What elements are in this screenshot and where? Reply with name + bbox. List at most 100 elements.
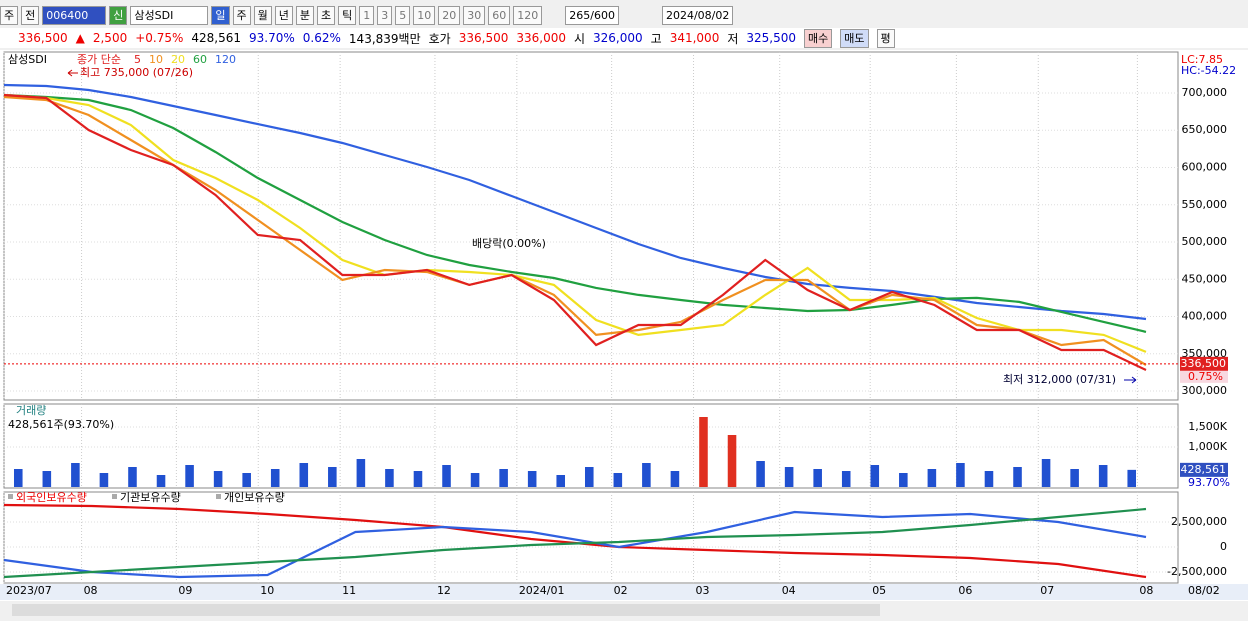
info-item: 428,561 [191,31,242,45]
volume-bar [328,467,337,487]
tab[interactable]: 월 [253,5,272,25]
badge[interactable]: 신 [109,5,128,25]
volume-bar [899,473,908,487]
series-line [3,93,1147,333]
tab[interactable]: 년 [274,5,293,25]
legend-entry: 20 [171,53,185,66]
period[interactable]: 10 [413,5,436,25]
trade-button[interactable]: 매수 [804,28,833,48]
y-tick-label: 600,000 [1182,161,1228,174]
tab[interactable]: 틱 [338,5,357,25]
period[interactable]: 30 [463,5,486,25]
volume-bar [1127,469,1137,487]
series-line [3,93,1147,371]
volume-bar [270,469,280,487]
tab[interactable]: 초 [317,5,336,25]
name-input[interactable]: 삼성SDI [130,5,209,25]
info-item: 저 [727,31,739,46]
volume-bar [1013,467,1022,487]
x-tick-label: 2024/01 [519,584,565,597]
volume-bar [13,469,23,487]
y-tick-label: 400,000 [1182,310,1228,323]
volume-bar [841,471,851,487]
tab[interactable]: 분 [295,5,314,25]
legend-entry: 개인보유수량 [224,491,285,504]
count[interactable]: 265/600 [565,5,619,25]
x-tick-label: 08 [84,584,98,597]
x-tick-label: 07 [1040,584,1054,597]
volume-bar [185,465,194,487]
volume-bar [556,475,566,487]
trade-button[interactable]: 매도 [840,28,869,48]
last-price-label: 336,500 [1181,357,1227,370]
period[interactable]: 20 [438,5,461,25]
legend-swatch [8,494,13,499]
volume-bar [356,459,366,487]
info-item: 326,000 [593,31,643,45]
volume-bar [727,435,737,487]
info-item: 호가 [428,31,451,46]
volume-bar [242,473,251,487]
volume-bar [413,471,423,487]
legend-prefix: 종가 단순 [77,53,121,66]
x-tick-label: 08 [1139,584,1153,597]
info-item: ▲ [75,31,85,45]
legend-entry: 5 [134,53,141,66]
info-item: 93.70% [249,31,295,45]
volume-bar [1098,465,1108,487]
info-item: +0.75% [135,31,184,45]
legend-entry: 60 [193,53,207,66]
period[interactable]: 3 [377,5,393,25]
x-tick-label: 12 [437,584,451,597]
y-tick-label: 500,000 [1182,235,1228,248]
trade-button[interactable]: 평 [876,28,895,48]
button[interactable]: 주 [0,5,19,25]
volume-bar [99,473,109,487]
last-volume-box [1180,462,1228,477]
volume-bar [71,463,80,487]
volume-bar [156,475,166,487]
legend-entry: 120 [215,53,236,66]
y-tick-label: 450,000 [1182,272,1228,285]
volume-bar [42,471,52,487]
toolbar: 주 전 006400 신 삼성SDI 일 주 월 년 분 초 틱 1 3 5 10 20 30 60 120 265/6… [0,4,1248,26]
info-item: 고 [650,31,662,46]
y-tick-label: 0 [1220,540,1227,553]
y-tick-label: 2,500,000 [1171,515,1227,528]
volume-bar [299,463,309,487]
y-tick-label: 550,000 [1182,198,1228,211]
info-item: 143,839백만 [348,31,421,46]
period[interactable]: 5 [395,5,411,25]
annotation-high: 최고 735,000 (07/26) [80,66,193,79]
scroll-track[interactable] [12,604,880,616]
info-item: 341,000 [669,31,720,45]
y-tick-label: 1,500K [1188,420,1227,433]
lc-label: LC:7.85 [1181,53,1223,66]
code-input[interactable]: 006400 [42,5,107,25]
volume-bar [670,471,680,487]
chart: 2023/07 08 09 10 11 12 2024/01 02 03 04 05 06 07 08 08… [0,50,1248,621]
info-item: 시 [573,31,586,46]
chart-bg [0,50,1248,602]
x-tick-label: 11 [342,584,356,597]
period[interactable]: 1 [359,5,375,25]
tab[interactable]: 주 [232,5,251,25]
info-item: 0.62% [302,31,341,45]
legend-entry: 10 [149,53,163,66]
panel-subtitle: 428,561주(93.70%) [8,418,114,431]
y-tick-label: 650,000 [1182,123,1228,136]
button[interactable]: 전 [21,5,40,25]
y-tick-label: 700,000 [1182,86,1228,99]
volume-bar [1041,459,1051,487]
tab[interactable]: 일 [211,5,230,25]
volume-bar [784,467,794,487]
period[interactable]: 60 [488,5,511,25]
date[interactable]: 2024/08/02 [661,5,734,25]
legend-entry: 기관보유수량 [120,491,181,504]
info-row: 336,500 ▲ 2,500 +0.75% 428,561 93.70% 0.62% 143… [0,28,1248,48]
period[interactable]: 120 [513,5,543,25]
panel-title: 거래량 [16,404,46,417]
last-volume-label: 428,561 [1181,463,1227,476]
y-tick-label: -2,500,000 [1167,565,1227,578]
volume-bar [613,473,623,487]
